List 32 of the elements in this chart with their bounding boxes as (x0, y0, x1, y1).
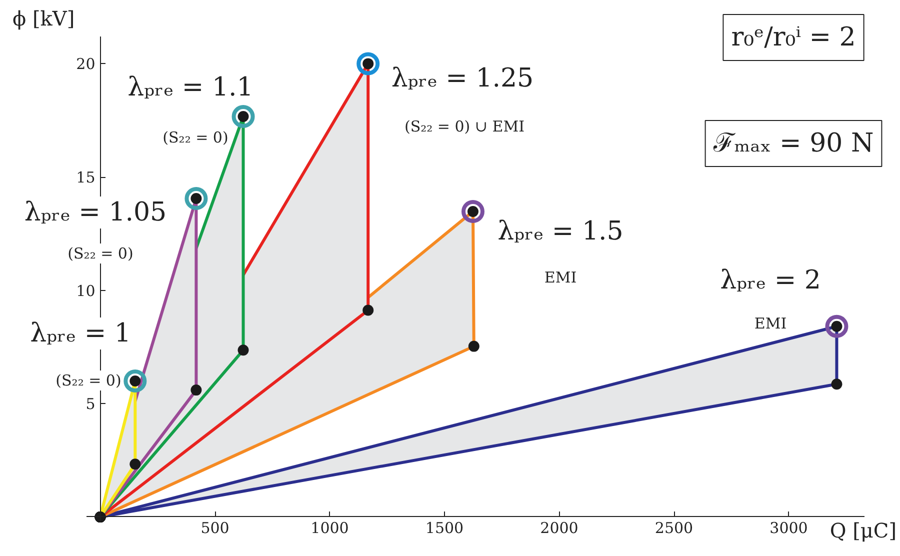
point (461, 200, 484, 223)
y-tick-label: 10 (76, 282, 96, 300)
annotation: ℱₘₐₓ = 90 N (712, 128, 874, 158)
point (825, 314, 848, 338)
y-tick-label: 20 (76, 55, 96, 74)
annotation: (S₂₂ = 0) (68, 244, 134, 262)
annotation: r₀ᵉ/r₀ⁱ = 2 (731, 22, 856, 52)
point (356, 52, 380, 76)
annotation: λₚᵣₑ = 1 (30, 318, 131, 348)
x-tick-label: 1000 (310, 518, 349, 537)
x-axis-title: Q [μC] (830, 518, 897, 542)
annotation: λₚᵣₑ = 1.1 (128, 72, 254, 102)
point (184, 187, 208, 210)
point (124, 370, 147, 392)
y-tick-label: 5 (86, 395, 96, 414)
annotation: λₚᵣₑ = 1.05 (24, 198, 167, 228)
annotation: (S₂₂ = 0) (56, 372, 122, 390)
annotation: EMI (544, 268, 577, 286)
x-tick-label: 1500 (425, 518, 464, 537)
annotation: EMI (754, 314, 787, 332)
x-tick-label: 2000 (540, 518, 578, 537)
annotation: λₚᵣₑ = 1.25 (391, 64, 534, 94)
x-tick-label: 500 (200, 518, 230, 537)
annotation: (S₂₂ = 0) ∪ EMI (404, 118, 525, 136)
x-tick-label: 2500 (654, 518, 694, 537)
annotation: λₚᵣₑ = 2 (720, 266, 821, 296)
y-axis-title: ϕ [kV] (12, 6, 75, 30)
annotation: λₚᵣₑ = 1.5 (498, 216, 624, 246)
annotation: (S₂₂ = 0) (162, 128, 228, 146)
x-tick-label: 3000 (770, 518, 808, 537)
point (232, 105, 255, 128)
y-tick-label: 15 (76, 168, 96, 187)
